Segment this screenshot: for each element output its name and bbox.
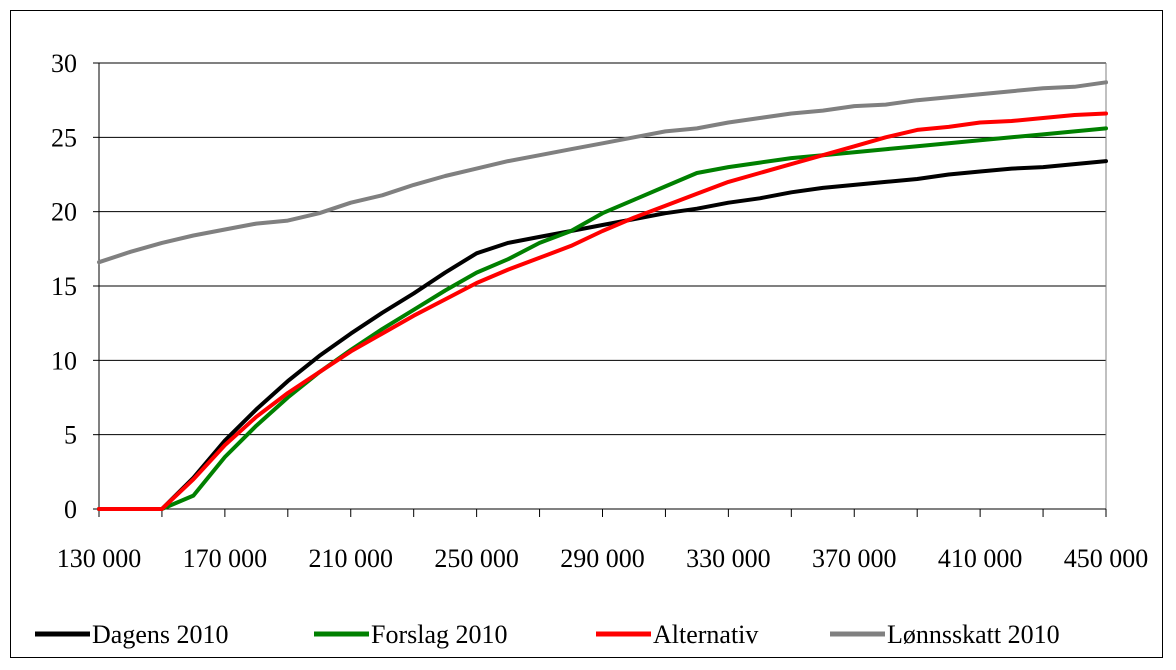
legend-label: Lønnsskatt 2010 xyxy=(887,620,1060,649)
x-tick-label: 330 000 xyxy=(686,544,771,573)
y-tick-label: 5 xyxy=(64,421,77,450)
series-line-forslag-2010 xyxy=(97,126,1108,511)
x-tick-label: 450 000 xyxy=(1064,544,1149,573)
y-tick-label: 15 xyxy=(51,272,77,301)
x-tick-label: 410 000 xyxy=(938,544,1023,573)
x-tick-label: 370 000 xyxy=(812,544,897,573)
legend-label: Dagens 2010 xyxy=(92,620,228,649)
x-tick-label: 250 000 xyxy=(434,544,519,573)
x-tick-label: 290 000 xyxy=(560,544,645,573)
y-tick-label: 25 xyxy=(51,123,77,152)
series-line-l-nnsskatt-2010 xyxy=(97,80,1108,265)
series-line-alternativ xyxy=(97,111,1108,511)
series-line-dagens-2010 xyxy=(97,159,1108,511)
y-tick-label: 30 xyxy=(51,49,77,78)
x-tick-label: 210 000 xyxy=(309,544,394,573)
y-tick-label: 0 xyxy=(64,495,77,524)
legend-label: Alternativ xyxy=(653,620,758,649)
x-tick-label: 130 000 xyxy=(57,544,142,573)
legend-label: Forslag 2010 xyxy=(371,620,508,649)
x-tick-label: 170 000 xyxy=(183,544,268,573)
y-tick-label: 20 xyxy=(51,198,77,227)
chart-frame xyxy=(10,10,1163,658)
y-tick-label: 10 xyxy=(51,346,77,375)
